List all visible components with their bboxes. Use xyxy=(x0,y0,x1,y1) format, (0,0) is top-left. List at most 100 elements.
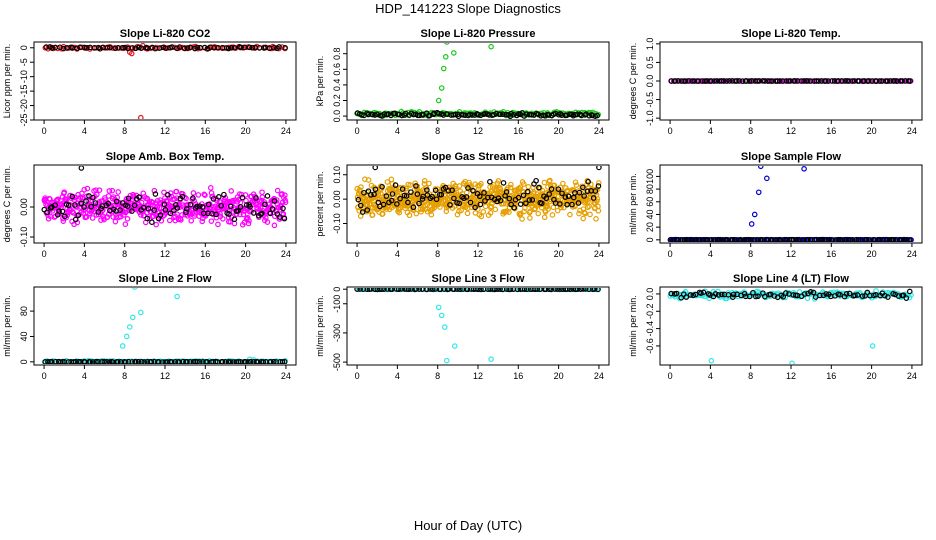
data-point-secondary xyxy=(475,111,482,118)
data-point-secondary xyxy=(714,237,721,242)
data-point-secondary xyxy=(165,192,171,198)
y-tick-label: 0.00 xyxy=(19,198,29,216)
data-point-primary xyxy=(241,208,248,214)
data-point-primary xyxy=(595,180,602,186)
data-points xyxy=(41,166,289,229)
data-point-secondary xyxy=(497,197,504,204)
data-point-secondary xyxy=(187,201,194,208)
data-points xyxy=(354,166,602,222)
data-point-secondary xyxy=(270,44,277,51)
data-point-primary xyxy=(358,184,364,190)
data-point-secondary xyxy=(129,359,136,364)
data-point-secondary xyxy=(548,186,555,192)
data-point-secondary xyxy=(65,202,72,209)
data-point-primary xyxy=(131,193,137,199)
data-point-secondary xyxy=(595,183,602,189)
data-point-secondary xyxy=(149,219,155,225)
data-point-primary xyxy=(115,189,122,195)
data-point-secondary xyxy=(590,288,596,293)
x-tick-label: 20 xyxy=(554,126,564,136)
plot-frame xyxy=(659,286,923,366)
data-point-secondary xyxy=(524,288,530,293)
y-axis-label: Licor ppm per min. xyxy=(2,44,12,119)
data-point-secondary xyxy=(497,288,503,292)
data-point-secondary xyxy=(711,78,718,84)
data-point-primary xyxy=(764,175,770,182)
x-tick-label: 16 xyxy=(826,371,836,381)
y-tick-label: 0 xyxy=(19,45,29,50)
data-point-primary xyxy=(508,181,514,188)
data-point-primary xyxy=(128,50,135,57)
x-tick-label: 8 xyxy=(122,126,127,136)
data-point-primary xyxy=(582,210,588,217)
data-point-secondary xyxy=(820,292,827,299)
data-point-secondary xyxy=(850,237,856,242)
data-point-primary xyxy=(369,212,376,218)
data-point-secondary xyxy=(122,44,128,51)
data-point-secondary xyxy=(72,216,79,223)
data-point-secondary xyxy=(372,166,379,171)
data-point-secondary xyxy=(454,288,460,292)
data-point-secondary xyxy=(769,78,775,84)
data-point-secondary xyxy=(569,111,575,118)
data-point-primary xyxy=(507,184,514,191)
data-point-secondary xyxy=(757,237,764,242)
x-tick-label: 0 xyxy=(668,126,673,136)
chart-panel: Slope Li-820 Pressure 0 4 8 12 16 20 24 0.0 0.2 0.… xyxy=(315,28,610,136)
data-points xyxy=(354,288,601,364)
y-tick-label: 0.00 xyxy=(332,190,342,208)
data-point-secondary xyxy=(529,197,536,203)
chart-title: Slope Li-820 CO2 xyxy=(120,28,210,40)
data-point-primary xyxy=(521,208,527,215)
data-point-secondary xyxy=(419,196,426,202)
data-point-primary xyxy=(109,45,116,51)
data-point-secondary xyxy=(397,195,403,202)
chart-panel: Slope Li-820 CO2 0 4 8 12 16 20 24 0 -5 -10 -15-20-… xyxy=(2,28,297,136)
y-tick-label: 0.4 xyxy=(332,79,342,92)
data-point-secondary xyxy=(405,199,411,206)
data-point-secondary xyxy=(227,203,234,210)
data-point-primary xyxy=(410,207,417,214)
data-point-primary xyxy=(480,209,487,215)
data-point-secondary xyxy=(792,78,798,84)
data-point-secondary xyxy=(152,191,159,197)
x-tick-label: 0 xyxy=(355,126,360,136)
data-point-primary xyxy=(456,183,463,189)
x-tick-label: 20 xyxy=(241,371,251,381)
data-point-secondary xyxy=(93,358,99,364)
data-point-primary xyxy=(207,185,214,191)
data-point-secondary xyxy=(184,358,190,364)
data-point-secondary xyxy=(355,196,362,203)
data-point-secondary xyxy=(169,359,175,364)
data-point-secondary xyxy=(78,200,85,207)
data-point-secondary xyxy=(895,293,902,299)
data-point-primary xyxy=(708,357,715,364)
data-point-secondary xyxy=(580,184,586,191)
data-point-primary xyxy=(61,189,68,196)
data-point-secondary xyxy=(903,295,910,301)
data-point-secondary xyxy=(405,288,412,293)
data-point-secondary xyxy=(890,237,896,242)
data-point-secondary xyxy=(463,194,470,200)
data-point-secondary xyxy=(708,237,715,242)
chart-panel: Slope Line 4 (LT) Flow 0 4 8 12 16 20 24 0.0 -0.2… xyxy=(628,273,923,381)
data-point-secondary xyxy=(838,78,845,84)
data-point-secondary xyxy=(877,236,883,242)
data-point-primary xyxy=(119,343,126,349)
y-tick-label: 0.0 xyxy=(645,75,655,88)
data-point-secondary xyxy=(718,78,725,84)
data-point-secondary xyxy=(381,288,387,292)
x-tick-label: 8 xyxy=(748,249,753,259)
data-point-secondary xyxy=(708,78,715,84)
chart-panel: Slope Line 3 Flow 0 4 8 12 16 20 24 0 -100 -300 -50… xyxy=(315,273,610,381)
data-point-secondary xyxy=(218,202,224,209)
data-point-secondary xyxy=(907,237,913,242)
data-point-primary xyxy=(365,177,372,183)
data-point-secondary xyxy=(144,215,151,222)
data-point-secondary xyxy=(574,288,581,292)
data-point-secondary xyxy=(89,359,96,364)
y-axis-label: degrees C per min. xyxy=(2,166,12,243)
x-tick-label: 0 xyxy=(355,371,360,381)
data-point-secondary xyxy=(753,293,759,300)
